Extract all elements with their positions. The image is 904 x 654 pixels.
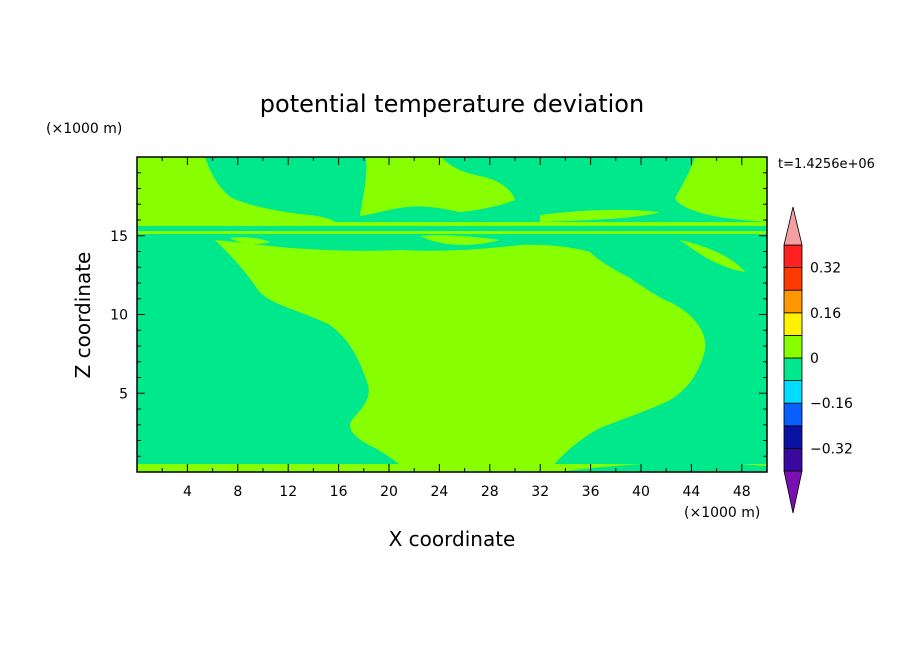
colorbar-swatch <box>783 244 803 269</box>
colorbar-swatch <box>783 402 803 427</box>
field-negative-region <box>137 226 767 231</box>
field-positive-region <box>137 157 335 222</box>
colorbar-swatch <box>783 425 803 449</box>
colorbar-swatch <box>783 380 803 404</box>
colorbar-label: 0.32 <box>810 261 841 277</box>
x-tick-label: 44 <box>682 484 700 500</box>
field-positive-region <box>230 237 270 245</box>
colorbar-under-arrow <box>783 470 803 514</box>
field-positive-region <box>215 240 706 472</box>
field-positive-region <box>137 231 767 234</box>
field-positive-region <box>420 235 500 245</box>
y-tick-label: 10 <box>110 308 128 324</box>
field-positive-region <box>137 222 767 226</box>
colorbar <box>783 206 803 514</box>
axis-ticks <box>137 157 767 472</box>
colorbar-label: −0.32 <box>810 441 853 457</box>
colorbar-labels: 0.32 0.16 0 −0.16 −0.32 <box>810 261 853 458</box>
field-positive-region <box>137 464 767 472</box>
x-tick-labels: 4 8 12 16 20 24 28 32 36 40 44 48 <box>183 484 751 500</box>
colorbar-label: −0.16 <box>810 396 853 412</box>
x-tick-label: 40 <box>632 484 650 500</box>
y-unit-label: (×1000 m) <box>46 121 122 137</box>
colorbar-over-arrow <box>783 206 803 246</box>
plot-area <box>136 156 768 473</box>
x-tick-label: 16 <box>330 484 348 500</box>
field-negative-region <box>560 462 767 472</box>
x-tick-label: 4 <box>183 484 192 500</box>
x-unit-label: (×1000 m) <box>684 505 760 521</box>
field-positive-region <box>360 157 515 216</box>
colorbar-swatch <box>783 447 803 472</box>
x-tick-label: 24 <box>430 484 448 500</box>
x-tick-label: 8 <box>233 484 242 500</box>
colorbar-swatch <box>783 312 803 336</box>
x-tick-label: 12 <box>279 484 297 500</box>
field-positive-region <box>675 157 767 222</box>
y-tick-label: 5 <box>119 386 128 402</box>
field-positive-region <box>540 209 660 222</box>
x-tick-label: 36 <box>582 484 600 500</box>
y-axis-label: Z coordinate <box>71 252 95 379</box>
colorbar-swatch <box>783 357 803 382</box>
x-tick-label: 20 <box>380 484 398 500</box>
time-label: t=1.4256e+06 <box>778 157 875 172</box>
colorbar-swatch <box>783 334 803 359</box>
x-tick-label: 28 <box>481 484 499 500</box>
x-tick-label: 48 <box>733 484 751 500</box>
y-tick-labels: 5 10 15 <box>110 229 128 403</box>
y-tick-label: 15 <box>110 229 128 245</box>
colorbar-swatch <box>783 267 803 291</box>
colorbar-label: 0 <box>810 351 819 367</box>
x-axis-label: X coordinate <box>389 527 516 551</box>
field-positive-region <box>680 240 745 272</box>
colorbar-swatch <box>783 289 803 314</box>
chart-title: potential temperature deviation <box>260 90 644 118</box>
x-tick-label: 32 <box>531 484 549 500</box>
colorbar-label: 0.16 <box>810 306 841 322</box>
